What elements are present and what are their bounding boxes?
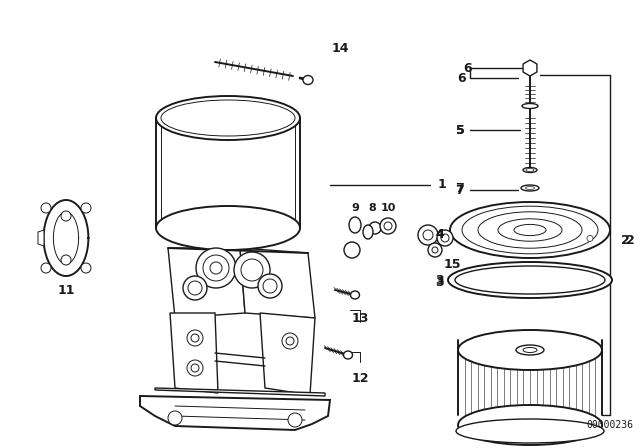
Ellipse shape [456,419,604,443]
Ellipse shape [522,103,538,108]
Circle shape [191,364,199,372]
Polygon shape [240,248,315,318]
Ellipse shape [462,206,598,254]
Circle shape [369,222,381,234]
Text: 13: 13 [351,311,369,324]
Text: 5: 5 [456,124,465,137]
Circle shape [81,263,91,273]
Ellipse shape [523,168,537,172]
Ellipse shape [363,225,373,239]
Circle shape [258,274,282,298]
Circle shape [61,211,71,221]
Ellipse shape [514,224,546,236]
Circle shape [344,242,360,258]
Text: 4: 4 [436,228,444,241]
Circle shape [286,337,294,345]
Ellipse shape [344,351,353,359]
Text: 2: 2 [621,233,629,246]
Ellipse shape [526,168,534,172]
Circle shape [380,218,396,234]
Circle shape [437,230,453,246]
Text: 5: 5 [456,124,465,137]
Polygon shape [38,230,44,246]
Ellipse shape [516,345,544,355]
Circle shape [41,263,51,273]
Polygon shape [155,388,325,396]
Text: 3: 3 [436,273,444,287]
Ellipse shape [156,96,300,140]
Circle shape [61,255,71,265]
Circle shape [187,330,203,346]
Circle shape [587,235,593,241]
Circle shape [196,248,236,288]
Circle shape [432,247,438,253]
Circle shape [423,230,433,240]
Text: 7: 7 [456,181,465,194]
Ellipse shape [478,212,582,248]
Ellipse shape [156,206,300,250]
Circle shape [282,333,298,349]
Text: 2: 2 [626,233,634,246]
Ellipse shape [448,262,612,298]
Ellipse shape [521,185,539,191]
Text: 11: 11 [57,284,75,297]
Circle shape [41,203,51,213]
Text: 7: 7 [456,184,465,197]
Text: 8: 8 [368,203,376,213]
Text: 14: 14 [332,42,349,55]
Text: 15: 15 [444,258,461,271]
Circle shape [441,234,449,242]
Circle shape [187,360,203,376]
Circle shape [288,413,302,427]
Ellipse shape [458,330,602,370]
Text: 00000236: 00000236 [586,420,634,430]
Text: 12: 12 [351,371,369,384]
Polygon shape [170,313,218,393]
Ellipse shape [450,202,610,258]
Circle shape [191,334,199,342]
Circle shape [188,281,202,295]
Circle shape [384,222,392,230]
Circle shape [81,203,91,213]
Ellipse shape [498,219,562,241]
Ellipse shape [351,291,360,299]
Circle shape [428,243,442,257]
Circle shape [183,276,207,300]
Text: 6: 6 [464,61,472,74]
Ellipse shape [525,186,534,190]
Text: 6: 6 [458,72,467,85]
Circle shape [241,259,263,281]
Circle shape [234,252,270,288]
Polygon shape [44,200,88,276]
Text: 9: 9 [351,203,359,213]
Ellipse shape [161,100,295,136]
Polygon shape [260,313,315,395]
Text: 1: 1 [438,178,446,191]
Ellipse shape [163,102,293,134]
Ellipse shape [458,405,602,445]
Circle shape [418,225,438,245]
Ellipse shape [349,217,361,233]
Polygon shape [523,60,537,76]
Ellipse shape [455,266,605,294]
Circle shape [263,279,277,293]
Text: 4: 4 [436,228,444,241]
Circle shape [210,262,222,274]
Polygon shape [168,248,245,318]
Circle shape [168,411,182,425]
Polygon shape [140,396,330,430]
Text: 3: 3 [436,276,444,289]
Circle shape [203,255,229,281]
Ellipse shape [523,348,537,353]
Text: 10: 10 [380,203,396,213]
Ellipse shape [303,76,313,85]
